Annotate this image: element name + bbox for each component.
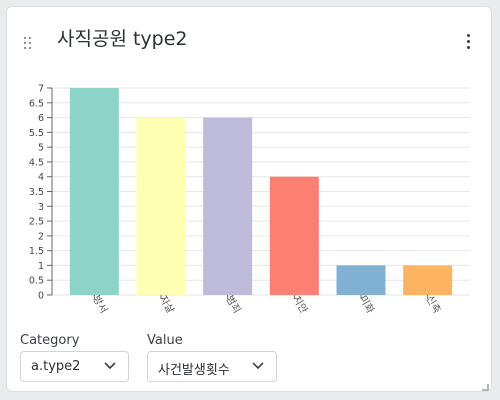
value-select[interactable]: 사건발생횟수	[147, 351, 277, 382]
bar-3[interactable]	[203, 117, 253, 295]
value-label: Value	[147, 333, 183, 348]
y-tick-label: 4.5	[29, 157, 44, 168]
y-tick-label: 6	[38, 113, 44, 124]
x-tick-label: 신축	[423, 294, 443, 316]
y-tick-label: 5.5	[29, 128, 44, 139]
value-select-value: 사건발생횟수	[158, 363, 230, 378]
y-tick-label: 2.5	[29, 217, 44, 228]
y-tick-label: 3	[38, 202, 44, 213]
y-tick-label: 2	[38, 231, 44, 242]
x-tick-label: 치안	[290, 294, 310, 316]
y-tick-label: 6.5	[29, 98, 44, 109]
category-label: Category	[20, 333, 80, 348]
bar-4[interactable]	[269, 176, 319, 295]
resize-handle-icon[interactable]	[481, 383, 489, 391]
y-tick-label: 7	[38, 84, 44, 95]
x-tick-label: 방서	[90, 294, 110, 316]
y-tick-label: 5	[38, 143, 44, 154]
chevron-down-icon	[104, 362, 116, 370]
category-select-value: a.type2	[31, 359, 81, 374]
more-options-icon[interactable]	[466, 34, 472, 50]
bar-5[interactable]	[336, 265, 386, 295]
y-tick-label: 0	[38, 291, 44, 302]
y-tick-label: 3.5	[29, 187, 44, 198]
widget-title: 사직공원 type2	[57, 28, 188, 50]
y-tick-label: 1.5	[29, 246, 44, 257]
drag-handle-icon[interactable]	[24, 37, 34, 49]
bar-6[interactable]	[403, 265, 453, 295]
x-tick-label: 자살	[157, 294, 177, 316]
y-tick-label: 4	[38, 172, 44, 183]
y-tick-label: 0.5	[29, 276, 44, 287]
category-select[interactable]: a.type2	[20, 351, 129, 382]
y-tick-label: 1	[38, 261, 44, 272]
x-tick-label: 범죄	[223, 294, 243, 316]
bar-2[interactable]	[136, 117, 186, 295]
chevron-down-icon	[252, 362, 264, 370]
bar-1[interactable]	[69, 88, 119, 295]
x-tick-label: 미화	[357, 294, 377, 316]
